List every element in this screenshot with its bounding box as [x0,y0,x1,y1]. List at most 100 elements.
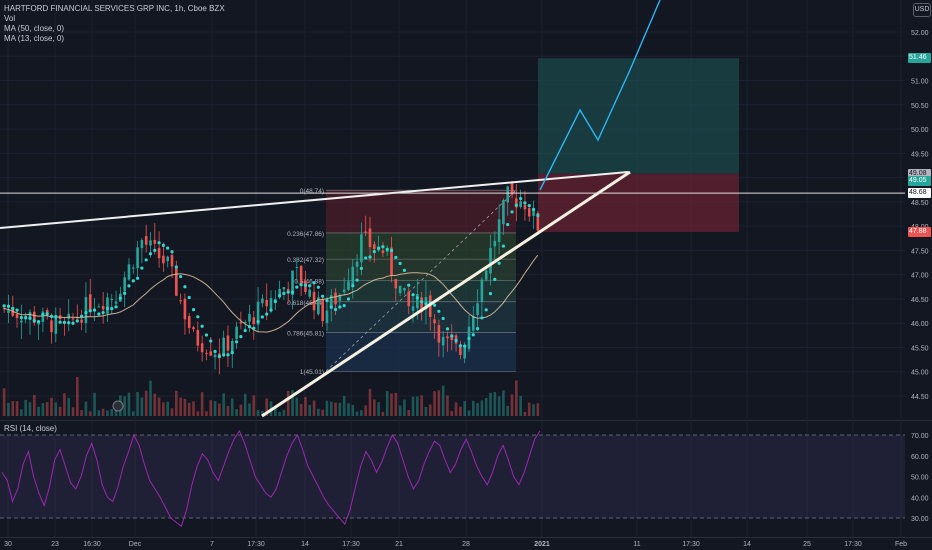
candle-body [493,240,497,247]
ma13-dot [368,255,372,259]
volume-bar [67,397,71,416]
volume-bar [256,410,260,416]
ma13-dot [407,283,411,287]
volume-bar [372,399,376,416]
volume-bar [506,405,510,416]
ma13-dot [6,304,11,308]
candle-body [364,231,367,233]
candle-body [248,313,251,322]
volume-bar [312,400,316,416]
ma13-dot [269,308,273,312]
ma13-dot [506,222,510,227]
ma13-dot [445,327,450,331]
fib-label: 0.618(46.44) [287,300,324,307]
volume-bar [209,400,213,416]
candle-body [394,279,398,289]
candle-body [7,309,10,313]
price-axis-label: 45.50 [911,345,929,352]
candle-body [153,239,157,244]
candle-body [136,247,139,269]
ma13-dot [226,353,230,357]
time-axis-label: 21 [395,541,403,548]
time-axis-label: 30 [4,541,12,548]
volume-bar [58,406,62,416]
time-axis-label: 17:30 [342,541,360,548]
candle-body [325,310,329,324]
ma13-dot [19,315,23,320]
volume-bar [364,405,367,416]
volume-bar [248,403,251,416]
volume-bar [127,392,131,416]
volume-bar [157,397,161,416]
volume-bar [355,411,359,416]
ma13-dot [144,258,148,262]
volume-bar [196,411,200,416]
rsi-axis-label: 70.00 [911,433,929,440]
candle-body [338,294,342,301]
volume-bar [15,401,19,416]
price-axis-label: 51.00 [911,79,929,86]
ma13-dot [355,278,359,282]
volume-bar [446,395,449,416]
ma13-dot [394,255,398,259]
volume-bar [489,392,492,416]
candle-body [209,351,213,356]
volume-bar [144,390,148,416]
candle-body [200,343,204,353]
time-axis-label: 11 [633,541,640,548]
ma13-dot [497,261,501,265]
ma13-dot [247,324,252,329]
time-axis-label: 17:30 [682,541,700,548]
ma13-dot [239,334,243,339]
ma13-dot [157,241,161,245]
rsi-line [1,429,541,528]
currency-badge[interactable]: USD [913,3,931,17]
volume-bar [338,402,342,416]
candle-body [127,264,131,280]
ma13-dot [80,314,84,318]
candle-body [101,306,105,310]
ma13-dot [467,336,471,341]
ma13-dot [75,319,79,323]
ma13-dot [441,316,445,321]
volume-bar [416,396,419,416]
candle-body [261,298,264,304]
ma13-dot [471,333,475,337]
time-axis-label: 16:30 [83,541,101,548]
candle-body [502,200,505,225]
candle-body [411,306,415,311]
ma13-dot [84,310,88,315]
candle-body [299,265,303,286]
volume-bar [20,409,23,416]
candle-body [390,247,393,276]
time-axis-label: Feb [895,541,907,548]
ma13-dot [432,303,437,307]
candle-body [196,330,200,346]
candle-body [183,298,187,320]
ma13-dot [123,291,127,295]
price-axis-label: 50.00 [911,127,929,134]
candle-body [480,279,484,303]
candle-body [510,182,514,195]
candle-body [355,261,359,267]
ma13-dot [222,353,226,357]
fib-label: 0.382(47.32) [287,257,324,264]
ma13-dot [346,297,351,301]
candle-body [441,336,445,346]
ma13-dot [333,307,338,312]
ma13-dot [67,321,71,325]
candle-body [312,291,316,311]
ma13-dot [71,321,75,325]
rsi-band [0,435,905,518]
ma13-dot [45,312,49,316]
ma13-dot [166,246,170,250]
volume-bar [390,393,393,416]
ma13-dot [312,281,316,285]
volume-bar [166,401,170,416]
chart-legend: HARTFORD FINANCIAL SERVICES GRP INC, 1h,… [4,4,225,44]
volume-bar [252,395,256,416]
price-axis-label: 47.00 [911,273,929,280]
ma13-dot [295,285,299,289]
candle-body [50,320,53,333]
